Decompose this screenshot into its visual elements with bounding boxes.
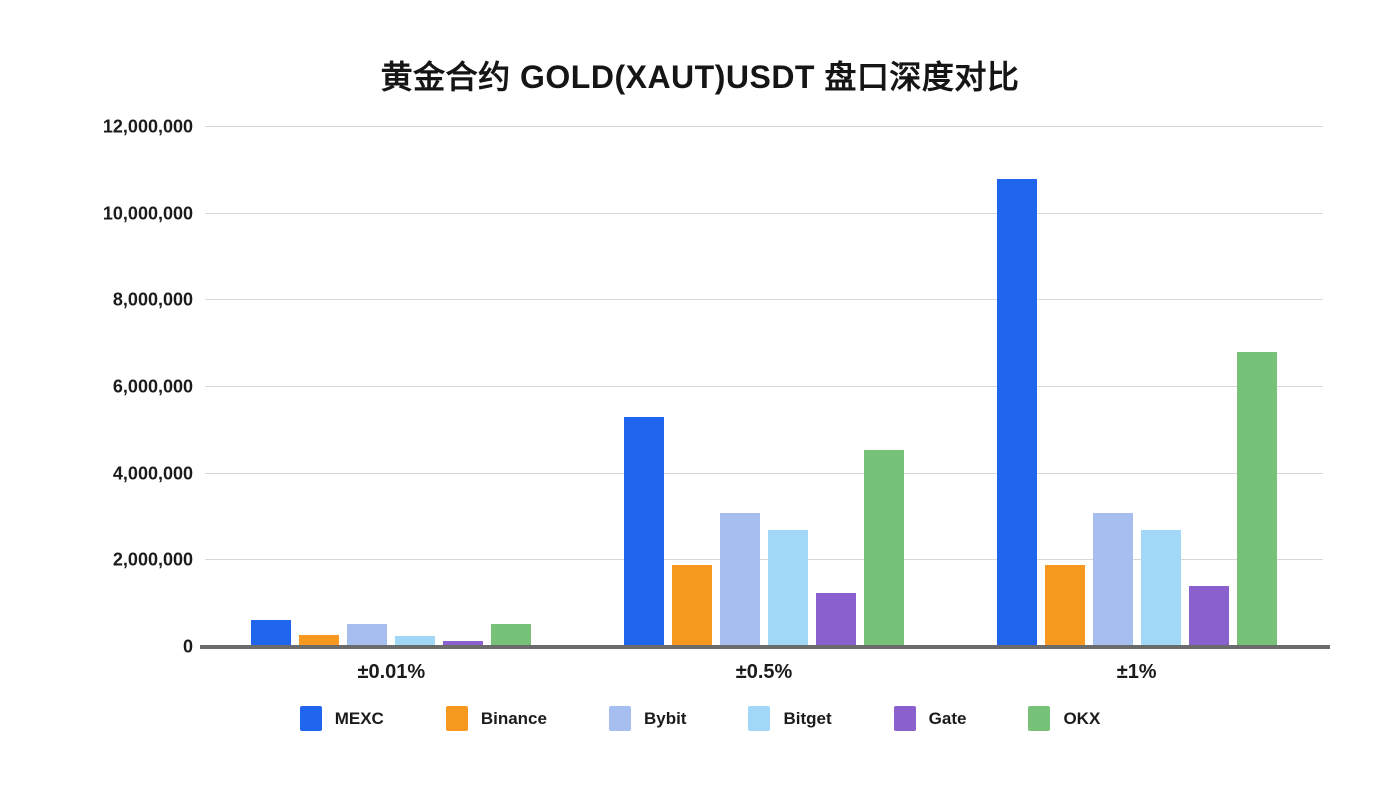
- legend-label-okx: OKX: [1063, 708, 1101, 728]
- plot-area: [200, 126, 1330, 649]
- bar-gate-0-01: [443, 640, 484, 647]
- y-tick-label: 12,000,000: [102, 116, 193, 137]
- bar-gate-1: [1188, 586, 1229, 647]
- y-tick-label: 6,000,000: [112, 376, 193, 397]
- bar-bitget-0-5: [768, 530, 808, 647]
- gridline: [205, 559, 1323, 561]
- bar-okx-0-5: [864, 449, 904, 647]
- legend-swatch-bybit: [608, 706, 631, 731]
- legend-item-binance: Binance: [445, 706, 547, 731]
- y-axis: 0 2,000,000 4,000,000 6,000,000 8,000,000 10,…: [0, 117, 193, 657]
- legend: MEXC Binance Bybit Bitget Gate OKX: [0, 706, 1400, 731]
- legend-swatch-gate: [893, 706, 916, 731]
- x-tick-label-0-5: ±0.5%: [735, 661, 793, 683]
- y-tick-label: 4,000,000: [112, 463, 193, 484]
- bar-binance-1: [1044, 564, 1085, 647]
- bar-bitget-0-01: [395, 635, 436, 647]
- bar-binance-0-01: [299, 634, 340, 647]
- x-tick-label-0-01: ±0.01%: [357, 661, 426, 683]
- bar-okx-0-01: [491, 624, 532, 647]
- chart-title: 黄金合约 GOLD(XAUT)USDT 盘口深度对比: [380, 59, 1020, 95]
- bar-mexc-1: [996, 179, 1037, 647]
- gridline: [205, 126, 1323, 127]
- y-tick-label: 0: [182, 636, 193, 657]
- legend-swatch-okx: [1028, 706, 1051, 731]
- legend-item-bybit: Bybit: [608, 706, 687, 731]
- legend-swatch-bitget: [748, 706, 771, 731]
- bar-bybit-1: [1092, 512, 1133, 647]
- legend-label-bitget: Bitget: [783, 708, 832, 728]
- gridline: [205, 472, 1323, 474]
- legend-swatch-binance: [445, 706, 468, 731]
- legend-item-okx: OKX: [1028, 706, 1100, 731]
- y-tick-label: 10,000,000: [102, 203, 193, 224]
- legend-item-gate: Gate: [893, 706, 967, 731]
- gridline: [205, 386, 1323, 387]
- bar-gate-0-5: [816, 592, 856, 647]
- legend-item-mexc: MEXC: [299, 706, 384, 731]
- gridline: [205, 212, 1323, 214]
- bar-bybit-0-01: [347, 624, 388, 647]
- x-axis: ±0.01% ±0.5% ±1%: [205, 661, 1323, 693]
- y-tick-label: 8,000,000: [112, 289, 193, 310]
- legend-label-mexc: MEXC: [334, 708, 384, 728]
- legend-item-bitget: Bitget: [748, 706, 832, 731]
- bar-okx-1: [1236, 352, 1277, 647]
- legend-label-gate: Gate: [928, 708, 967, 728]
- bar-mexc-0-5: [624, 417, 664, 647]
- legend-label-bybit: Bybit: [643, 708, 687, 728]
- x-axis-line: [200, 645, 1330, 649]
- bar-bybit-0-5: [720, 512, 760, 647]
- legend-label-binance: Binance: [480, 708, 547, 728]
- legend-swatch-mexc: [299, 706, 322, 731]
- bar-mexc-0-01: [251, 620, 292, 647]
- x-tick-label-1: ±1%: [1116, 661, 1157, 683]
- bar-bitget-1: [1140, 530, 1181, 647]
- y-tick-label: 2,000,000: [112, 549, 193, 570]
- bar-binance-0-5: [672, 564, 712, 647]
- gridline: [205, 299, 1323, 301]
